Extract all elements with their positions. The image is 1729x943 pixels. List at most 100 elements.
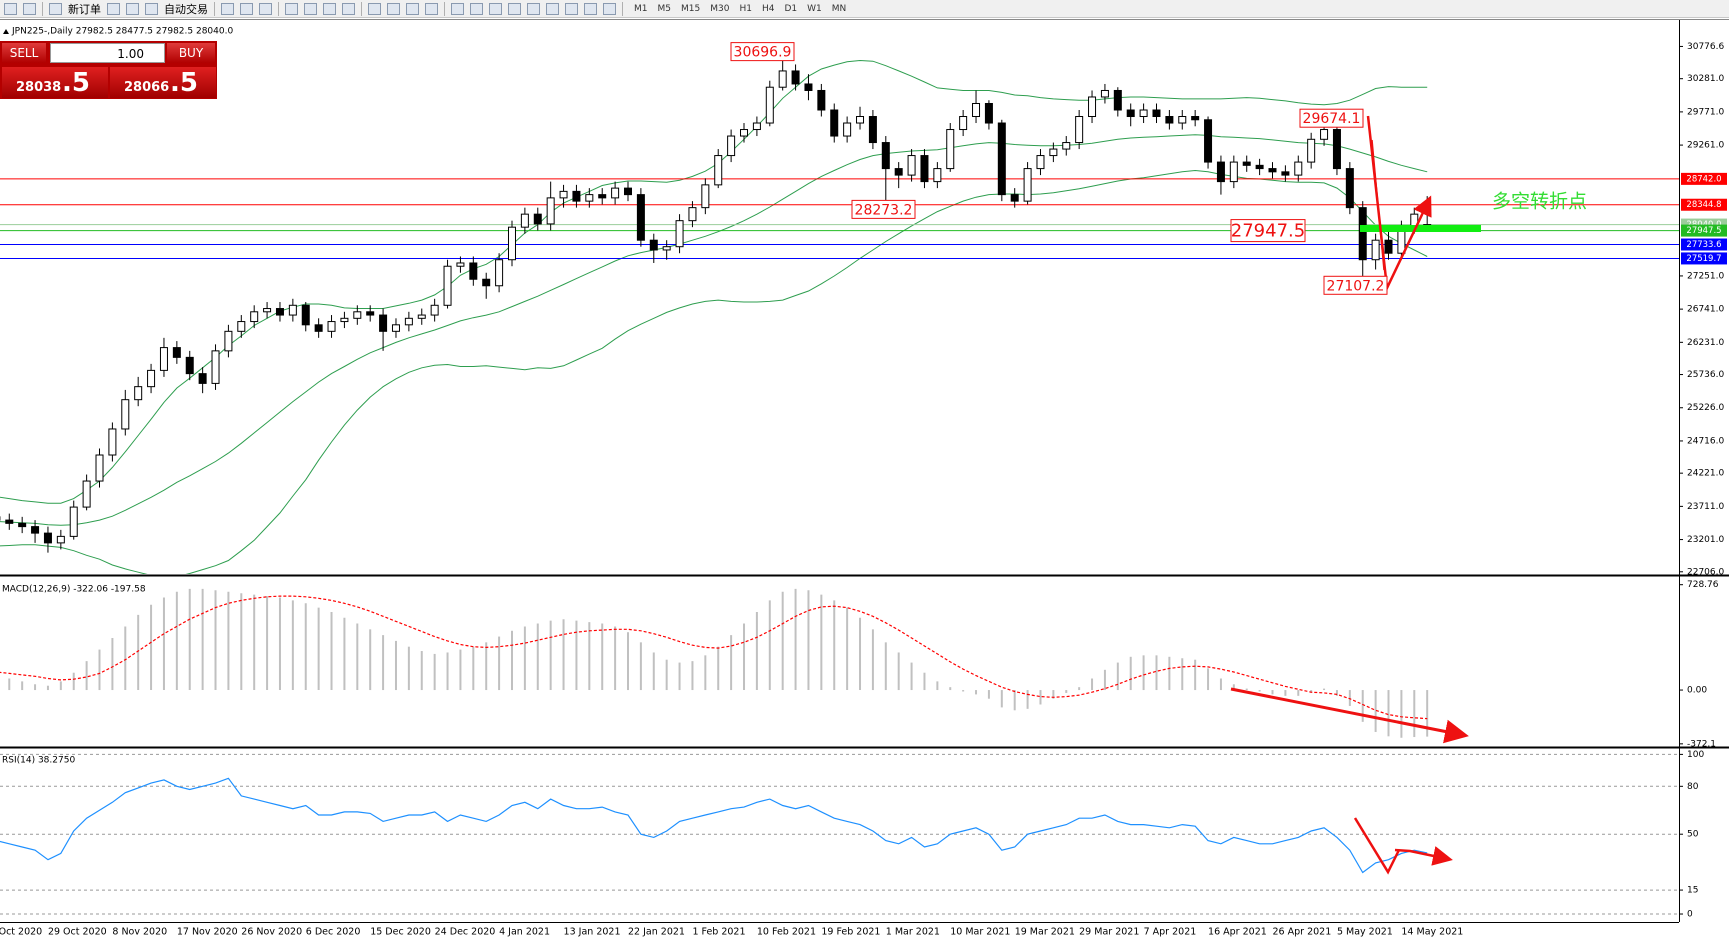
- candle-body: [327, 321, 336, 332]
- annotations: 多空转折点 30696.9 28273.2 27947.5 29674.1 27107.…: [730, 42, 1587, 875]
- candle-body: [1281, 171, 1290, 176]
- x-tick-label: 1 Feb 2021: [692, 927, 745, 938]
- candle-body: [752, 122, 761, 131]
- ask-frac: .5: [170, 68, 198, 98]
- x-tick-label: 10 Feb 2021: [757, 927, 816, 938]
- lot-input[interactable]: 1.00: [50, 43, 165, 63]
- buy-button[interactable]: BUY: [167, 43, 215, 63]
- candle-body: [1036, 155, 1045, 170]
- sell-button[interactable]: SELL: [2, 43, 46, 63]
- new-order-button[interactable]: 新订单: [68, 2, 101, 16]
- icon[interactable]: [387, 2, 400, 15]
- candle-body: [391, 324, 400, 332]
- icon[interactable]: [221, 2, 234, 15]
- auto-trading-button[interactable]: 自动交易: [164, 2, 208, 16]
- icon[interactable]: [49, 2, 62, 15]
- y-tick-label: 24221.0: [1687, 469, 1724, 479]
- icon[interactable]: [527, 2, 540, 15]
- separator: [622, 1, 623, 16]
- candle-body: [1268, 168, 1277, 173]
- candle-body: [482, 278, 491, 287]
- icon[interactable]: [259, 2, 272, 15]
- timeframe-button[interactable]: MN: [831, 3, 847, 14]
- timeframe-button[interactable]: H4: [761, 3, 775, 14]
- candle-body: [1204, 119, 1213, 163]
- timeframe-button[interactable]: W1: [807, 3, 822, 14]
- icon[interactable]: [584, 2, 597, 15]
- timeframe-button[interactable]: H1: [739, 3, 752, 14]
- icon[interactable]: [126, 2, 139, 15]
- x-tick-label: 4 Jan 2021: [499, 927, 550, 938]
- plot-area: [0, 588, 1429, 738]
- icon[interactable]: [240, 2, 253, 15]
- ask-main: 28066: [124, 80, 170, 95]
- icon[interactable]: [425, 2, 438, 15]
- candle-body: [108, 428, 117, 456]
- timeframe-button[interactable]: M5: [657, 3, 672, 14]
- icon[interactable]: [4, 2, 17, 15]
- y-tick-label: 80: [1687, 782, 1699, 792]
- y-tick-label: 0.00: [1687, 686, 1707, 696]
- bid-price[interactable]: 28038.5: [2, 67, 108, 98]
- candle-body: [868, 116, 877, 144]
- price-tag: [1681, 224, 1727, 237]
- icon[interactable]: [304, 2, 317, 15]
- candle-body: [43, 532, 52, 544]
- icon[interactable]: [323, 2, 336, 15]
- icon[interactable]: [406, 2, 419, 15]
- y-tick-label: 29771.0: [1687, 107, 1724, 117]
- icon[interactable]: [603, 2, 616, 15]
- candle-body: [121, 399, 130, 430]
- y-tick-label: 29261.0: [1687, 141, 1724, 151]
- timeframe-button[interactable]: D1: [784, 3, 798, 14]
- timeframe-button[interactable]: M1: [634, 3, 648, 14]
- icon[interactable]: [470, 2, 483, 15]
- candle-body: [1088, 96, 1097, 118]
- icon[interactable]: [107, 2, 120, 15]
- arrow: [1230, 687, 1469, 744]
- x-tick-label: 15 Dec 2020: [370, 927, 431, 938]
- icon[interactable]: [546, 2, 559, 15]
- timeframe-button[interactable]: M30: [710, 3, 730, 14]
- price-label-box: [1299, 108, 1364, 128]
- candle-body: [172, 347, 181, 358]
- candle-body: [1358, 207, 1367, 261]
- bid-main: 28038: [16, 80, 62, 95]
- icon[interactable]: [451, 2, 464, 15]
- candle-body: [1178, 116, 1187, 124]
- panel-title: RSI(14) 38.2750: [2, 756, 75, 766]
- candle-body: [250, 311, 259, 323]
- title-marker: [3, 29, 9, 34]
- candle-body: [791, 70, 800, 85]
- icon[interactable]: [508, 2, 521, 15]
- rsi-line: [0, 777, 1428, 874]
- candle-body: [301, 304, 310, 326]
- candle-body: [946, 129, 955, 170]
- candle-body: [740, 129, 749, 137]
- candle-body: [1023, 168, 1032, 202]
- separator: [214, 1, 215, 16]
- candle-body: [920, 155, 929, 183]
- candle-body: [1191, 116, 1200, 121]
- icon[interactable]: [368, 2, 381, 15]
- candle-body: [18, 522, 27, 528]
- candle-body: [211, 350, 220, 384]
- plot-area: [0, 51, 1679, 574]
- y-tick-label: 0: [1687, 910, 1693, 920]
- icon[interactable]: [285, 2, 298, 15]
- icon[interactable]: [565, 2, 578, 15]
- candle-body: [830, 109, 839, 137]
- price-tag: [1681, 252, 1727, 265]
- candle-body: [959, 116, 968, 131]
- ask-price[interactable]: 28066.5: [110, 67, 216, 98]
- timeframe-button[interactable]: M15: [681, 3, 701, 14]
- candle-body: [340, 317, 349, 323]
- icon[interactable]: [145, 2, 158, 15]
- icon[interactable]: [342, 2, 355, 15]
- candle-body: [701, 184, 710, 209]
- candle-body: [624, 187, 632, 196]
- icon[interactable]: [23, 2, 36, 15]
- icon[interactable]: [489, 2, 502, 15]
